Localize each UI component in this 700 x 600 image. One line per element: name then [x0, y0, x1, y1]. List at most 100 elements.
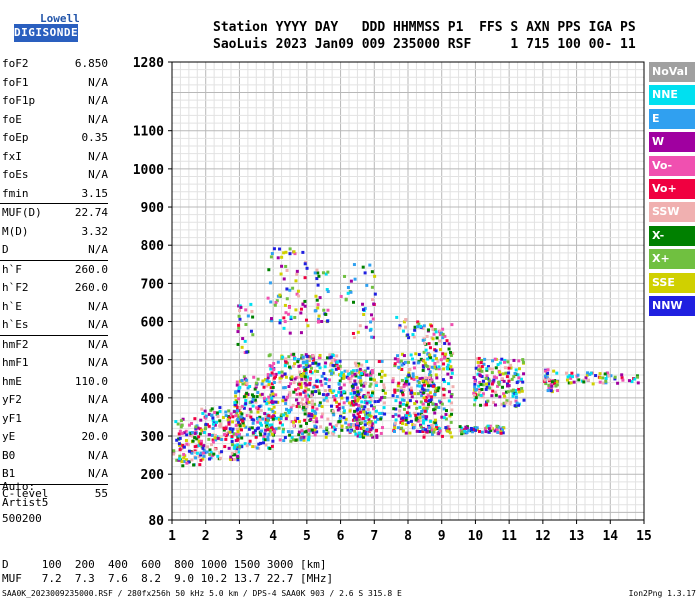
echo-point	[502, 379, 506, 383]
echo-point	[493, 357, 497, 361]
echo-point	[271, 394, 275, 398]
echo-point	[408, 367, 412, 371]
echo-point	[281, 399, 285, 403]
echo-point	[369, 414, 373, 418]
echo-point	[507, 366, 511, 370]
echo-point	[438, 348, 442, 352]
echo-point	[190, 431, 194, 435]
param-value: N/A	[88, 149, 108, 163]
echo-point	[370, 394, 374, 398]
echo-point	[502, 404, 506, 408]
echo-point	[365, 360, 369, 364]
echo-point	[431, 328, 435, 332]
echo-point	[444, 417, 448, 421]
echo-point	[317, 389, 321, 393]
echo-point	[270, 365, 274, 369]
echo-point	[317, 391, 321, 395]
echo-point	[311, 354, 315, 358]
echo-point	[281, 430, 285, 434]
echo-point	[364, 429, 368, 433]
echo-point	[361, 395, 365, 399]
echo-point	[355, 421, 359, 425]
echo-point	[184, 438, 188, 442]
echo-point	[218, 419, 222, 423]
echo-point	[481, 379, 485, 383]
echo-point	[293, 357, 297, 361]
echo-point	[450, 435, 454, 439]
echo-point	[256, 391, 260, 395]
echo-point	[419, 425, 423, 429]
echo-point	[181, 443, 185, 447]
echo-point	[249, 329, 253, 333]
legend-item: SSE	[649, 272, 695, 293]
echo-point	[297, 375, 301, 379]
echo-point	[234, 390, 238, 394]
echo-point	[458, 425, 462, 429]
echo-point	[393, 357, 397, 361]
echo-point	[282, 316, 286, 320]
echo-point	[229, 455, 233, 459]
echo-point	[351, 369, 355, 373]
echo-point	[236, 458, 240, 462]
echo-point	[376, 399, 380, 403]
echo-point	[313, 369, 317, 373]
echo-point	[297, 433, 301, 437]
echo-point	[424, 348, 428, 352]
echo-point	[354, 399, 358, 403]
echo-point	[320, 405, 324, 409]
echo-point	[278, 321, 282, 325]
echo-point	[378, 411, 382, 415]
param-name: foF1p	[2, 94, 36, 107]
echo-point	[259, 429, 263, 433]
echo-point	[415, 406, 419, 410]
param-name: foF1	[2, 75, 29, 89]
echo-point	[302, 435, 306, 439]
echo-point	[277, 417, 281, 421]
echo-point	[247, 414, 251, 418]
echo-point	[187, 449, 191, 453]
echo-point	[504, 371, 508, 375]
echo-point	[437, 367, 441, 371]
echo-point	[368, 384, 372, 388]
echo-point	[330, 404, 334, 408]
echo-point	[359, 426, 363, 430]
echo-point	[296, 401, 300, 405]
echo-point	[488, 386, 492, 390]
echo-point	[501, 372, 505, 376]
echo-point	[497, 425, 501, 429]
echo-point	[309, 355, 313, 359]
echo-point	[234, 450, 238, 454]
echo-point	[351, 395, 355, 399]
echo-point	[297, 364, 301, 368]
echo-point	[401, 391, 405, 395]
echo-point	[244, 323, 248, 327]
echo-point	[221, 416, 225, 420]
echo-point	[404, 379, 408, 383]
echo-point	[315, 385, 319, 389]
echo-point	[355, 426, 359, 430]
echo-point	[262, 434, 266, 438]
echo-point	[237, 326, 241, 330]
echo-point	[407, 336, 411, 340]
echo-point	[198, 463, 202, 467]
echo-point	[293, 252, 297, 256]
echo-point	[287, 384, 291, 388]
echo-point	[367, 418, 371, 422]
echo-point	[355, 416, 359, 420]
echo-point	[434, 349, 438, 353]
echo-point	[395, 395, 399, 399]
param-value: N/A	[88, 94, 108, 107]
echo-point	[302, 438, 306, 442]
echo-point	[391, 414, 395, 418]
echo-point	[359, 379, 363, 383]
y-tick-label: 200	[141, 468, 165, 483]
echo-point	[195, 437, 199, 441]
echo-point	[465, 427, 469, 431]
echo-point	[215, 411, 219, 415]
echo-point	[180, 446, 184, 450]
echo-point	[478, 374, 482, 378]
echo-point	[295, 392, 299, 396]
echo-point	[372, 378, 376, 382]
echo-point	[361, 308, 365, 312]
echo-point	[480, 365, 484, 369]
